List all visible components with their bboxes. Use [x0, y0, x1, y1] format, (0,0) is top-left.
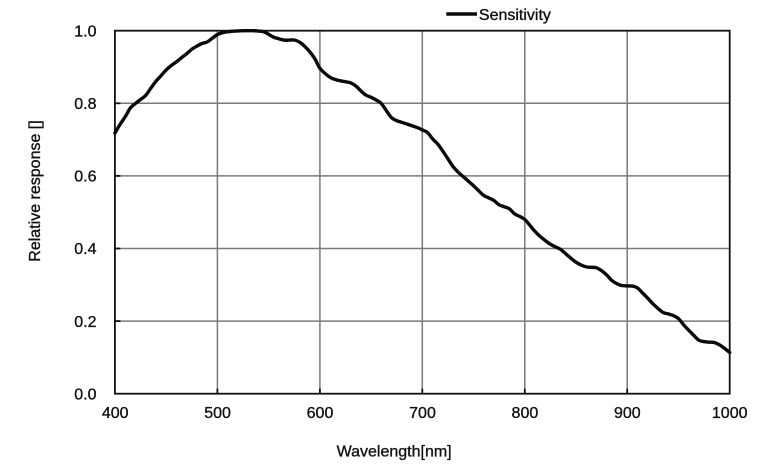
svg-text:0.4: 0.4	[74, 241, 96, 258]
svg-text:900: 900	[614, 405, 641, 422]
svg-text:500: 500	[204, 405, 231, 422]
svg-text:Wavelength[nm]: Wavelength[nm]	[337, 444, 452, 461]
svg-text:1000: 1000	[712, 405, 748, 422]
svg-text:600: 600	[307, 405, 334, 422]
svg-text:0.8: 0.8	[74, 96, 96, 113]
svg-text:Sensitivity: Sensitivity	[479, 7, 551, 24]
svg-text:700: 700	[409, 405, 436, 422]
svg-text:800: 800	[512, 405, 539, 422]
svg-text:0.0: 0.0	[74, 386, 96, 403]
svg-text:0.2: 0.2	[74, 314, 96, 331]
svg-text:Relative response []: Relative response []	[27, 120, 44, 261]
svg-text:400: 400	[102, 405, 129, 422]
svg-text:0.6: 0.6	[74, 169, 96, 186]
svg-text:1.0: 1.0	[74, 23, 96, 40]
